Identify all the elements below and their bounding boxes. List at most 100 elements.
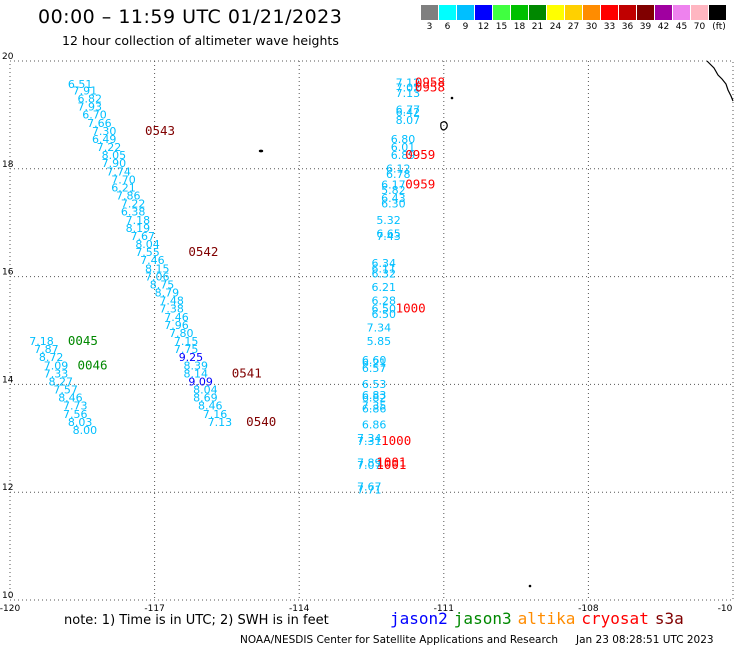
wave-height-value: 8.27 bbox=[49, 375, 73, 388]
wave-height-value: 6.01 bbox=[391, 141, 416, 154]
pass-time-label: 1001 bbox=[376, 454, 406, 469]
wave-height-value: 6.50 bbox=[372, 303, 397, 316]
wave-height-value: 6.17 bbox=[381, 179, 406, 192]
x-tick-label: -111 bbox=[434, 604, 454, 614]
legend-swatch bbox=[691, 5, 708, 20]
wave-height-value: 8.39 bbox=[184, 359, 209, 372]
legend-label: 42 bbox=[657, 22, 670, 32]
wave-height-value: 9.25 bbox=[179, 351, 204, 364]
wave-height-value: 6.50 bbox=[372, 308, 397, 321]
satellite-jason3: jason3 bbox=[453, 609, 512, 628]
wave-height-value: 7.22 bbox=[97, 141, 122, 154]
wave-height-value: 7.09 bbox=[44, 359, 69, 372]
wave-height-value: 7.33 bbox=[44, 367, 69, 380]
wave-height-values: 6.517.916.827.936.707.667.306.497.228.05… bbox=[29, 76, 420, 496]
wave-height-value: 7.31 bbox=[357, 435, 382, 448]
wave-height-value: 6.83 bbox=[362, 389, 387, 402]
wave-height-value: 7.34 bbox=[367, 322, 392, 335]
legend-swatch bbox=[421, 5, 438, 20]
wave-height-value: 6.12 bbox=[386, 163, 411, 176]
wave-height-value: 6.82 bbox=[77, 93, 102, 106]
legend-swatch bbox=[565, 5, 582, 20]
satellite-altika: altika bbox=[517, 609, 576, 628]
credit-text: NOAA/NESDIS Center for Satellite Applica… bbox=[240, 634, 558, 646]
x-tick-labels: -120 -117 -114 -111 -108 -10 bbox=[0, 604, 733, 614]
wave-height-value: 6.21 bbox=[362, 357, 387, 370]
wave-height-value: 7.46 bbox=[164, 311, 189, 324]
wave-height-value: 9.09 bbox=[188, 375, 213, 388]
legend-swatch bbox=[637, 5, 654, 20]
satellite-jason2: jason2 bbox=[390, 609, 448, 628]
legend-swatch bbox=[619, 5, 636, 20]
wave-height-value: 6.28 bbox=[372, 295, 397, 308]
wave-height-value: 6.82 bbox=[362, 392, 387, 405]
wave-height-value: 7.13 bbox=[208, 416, 233, 429]
wave-height-value: 7.30 bbox=[92, 125, 117, 138]
pass-time-label: 1000 bbox=[381, 433, 411, 448]
legend-label: 27 bbox=[567, 22, 580, 32]
coastline-segment bbox=[706, 60, 734, 102]
legend-label: 39 bbox=[639, 22, 652, 32]
wave-height-value: 6.30 bbox=[381, 198, 406, 211]
grid-lines bbox=[10, 61, 733, 600]
wave-height-value: 6.86 bbox=[362, 402, 387, 415]
wave-height-value: 8.19 bbox=[126, 222, 150, 235]
y-tick-label: 10 bbox=[2, 591, 14, 601]
wave-height-value: 7.34 bbox=[357, 432, 382, 445]
footer-credit: NOAA/NESDIS Center for Satellite Applica… bbox=[240, 634, 714, 646]
wave-height-value: 6.42 bbox=[396, 106, 421, 119]
wave-height-value: 5.82 bbox=[381, 184, 406, 197]
legend-label: 30 bbox=[585, 22, 598, 32]
legend-swatch bbox=[475, 5, 492, 20]
wave-height-value: 8.00 bbox=[73, 424, 98, 437]
wave-height-value: 6.49 bbox=[92, 133, 117, 146]
legend-swatch bbox=[529, 5, 546, 20]
y-tick-labels: 20 18 16 14 12 10 bbox=[2, 52, 14, 601]
wave-height-value: 8.75 bbox=[150, 278, 175, 291]
legend-label: 33 bbox=[603, 22, 616, 32]
wave-height-value: 7.80 bbox=[169, 327, 194, 340]
wave-height-value: 6.34 bbox=[372, 257, 397, 270]
wave-height-value: 6.21 bbox=[111, 181, 136, 194]
x-tick-label: -114 bbox=[289, 604, 310, 614]
wave-height-value: 6.21 bbox=[372, 281, 397, 294]
pass-time-label: 0959 bbox=[405, 177, 435, 192]
pass-time-label: 1000 bbox=[396, 301, 426, 316]
wave-height-value: 6.65 bbox=[376, 227, 401, 240]
wave-height-value: 6.11 bbox=[372, 262, 397, 275]
wave-height-value: 7.57 bbox=[53, 384, 78, 397]
wave-height-value: 7.18 bbox=[126, 214, 150, 227]
timestamp: Jan 23 08:28:51 UTC 2023 bbox=[576, 634, 714, 646]
wave-height-value: 7.46 bbox=[140, 254, 165, 267]
wave-height-value: 6.86 bbox=[362, 419, 387, 432]
wave-height-value: 7.91 bbox=[73, 84, 98, 97]
wave-height-value: 6.38 bbox=[121, 206, 146, 219]
wave-height-value: 7.07 bbox=[357, 459, 382, 472]
wave-height-value: 7.71 bbox=[357, 483, 382, 496]
pass-time-label: 0045 bbox=[68, 333, 98, 348]
legend-label: 45 bbox=[675, 22, 688, 32]
wave-height-value: 8.46 bbox=[198, 400, 223, 413]
pass-time-label: 0958 bbox=[415, 74, 445, 89]
wave-height-value: 8.79 bbox=[155, 287, 180, 300]
wave-height-value: 7.48 bbox=[159, 295, 184, 308]
wave-height-value: 8.04 bbox=[135, 238, 160, 251]
coastline bbox=[258, 60, 734, 588]
legend-swatch bbox=[655, 5, 672, 20]
y-tick-label: 16 bbox=[2, 268, 14, 278]
wave-height-value: 6.43 bbox=[381, 192, 406, 205]
wave-height-value: 7.18 bbox=[29, 335, 53, 348]
wave-height-value: 7.96 bbox=[164, 319, 189, 332]
wave-height-value: 6.60 bbox=[362, 354, 387, 367]
wave-height-value: 7.74 bbox=[106, 165, 130, 178]
x-tick-label: -117 bbox=[144, 604, 164, 614]
y-tick-label: 18 bbox=[2, 160, 14, 170]
plot-frame bbox=[9, 60, 734, 601]
legend-swatch bbox=[493, 5, 510, 20]
x-tick-label: -120 bbox=[0, 604, 20, 614]
wave-height-value: 8.72 bbox=[39, 351, 64, 364]
wave-height-value: 7.86 bbox=[116, 190, 141, 203]
wave-height-value: 8.69 bbox=[193, 392, 218, 405]
wave-height-value: 7.70 bbox=[111, 173, 136, 186]
